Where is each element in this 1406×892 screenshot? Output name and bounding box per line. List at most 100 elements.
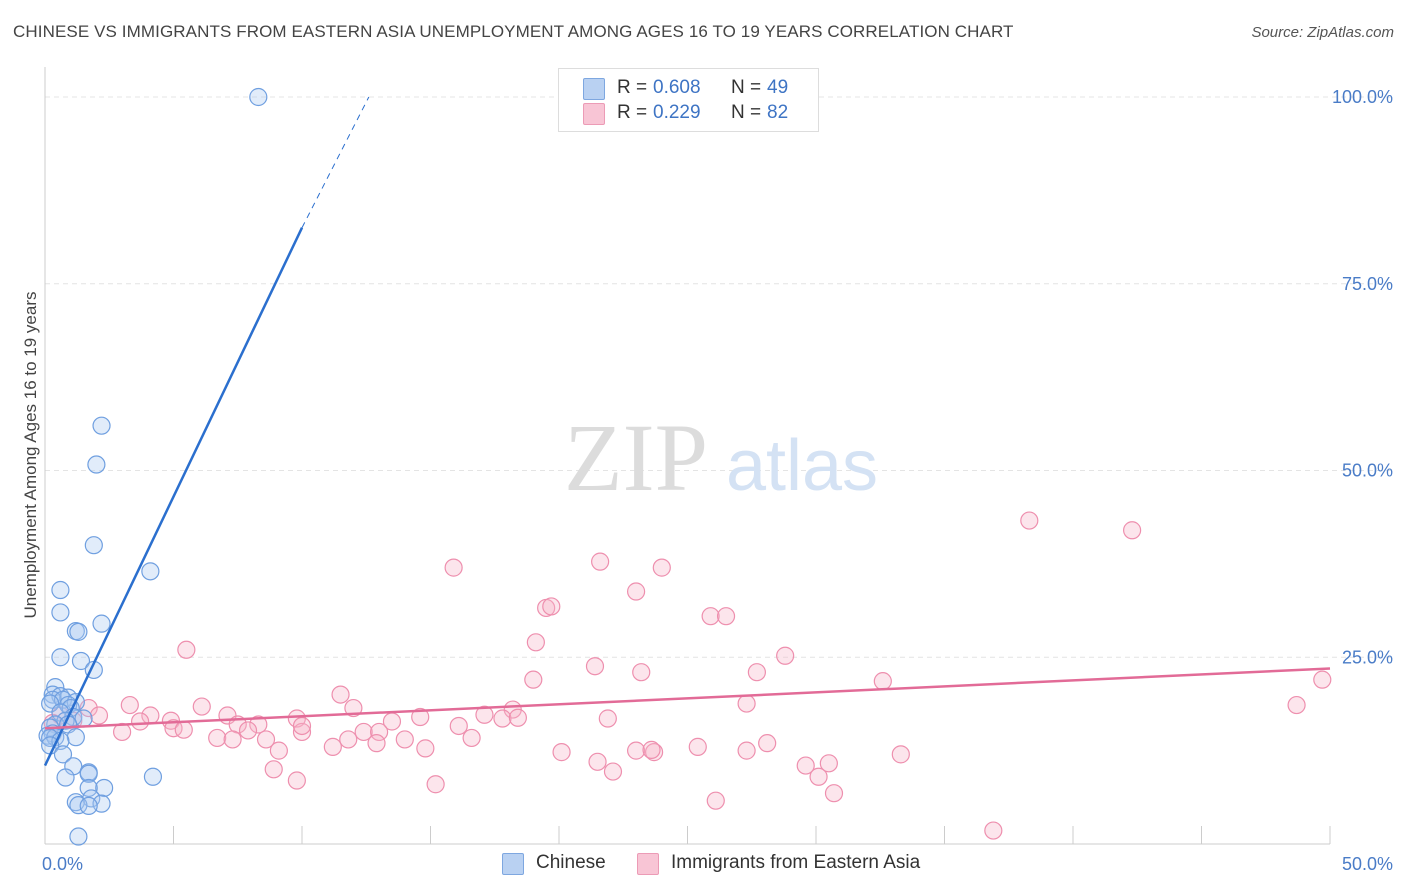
immigrants-point <box>603 762 623 781</box>
immigrants-point <box>238 721 258 740</box>
immigrants-point <box>526 633 545 652</box>
chinese-trend-line-extension <box>301 96 370 228</box>
chinese-point <box>66 728 85 747</box>
immigrants-point <box>475 705 494 724</box>
chinese-trend-line <box>43 227 304 767</box>
immigrants-point <box>192 697 211 716</box>
chinese-point <box>95 778 114 798</box>
grid-lines <box>45 96 1393 658</box>
immigrants-point <box>449 716 468 736</box>
chinese-point <box>79 796 98 816</box>
immigrants-point <box>249 715 268 734</box>
chinese-point <box>143 767 163 786</box>
immigrants-point <box>89 706 109 725</box>
immigrants-point <box>644 743 664 762</box>
immigrants-point <box>354 722 373 742</box>
immigrants-point <box>264 760 283 779</box>
y-tick-label: 100.0% <box>1332 87 1393 107</box>
immigrants-point <box>737 694 756 713</box>
immigrants-point <box>552 743 571 762</box>
immigrants-point <box>824 784 844 803</box>
chinese-swatch <box>502 853 524 875</box>
immigrants-point <box>706 791 725 810</box>
immigrants-point <box>411 707 430 727</box>
immigrants-point <box>339 730 358 749</box>
immigrants-point <box>292 722 312 742</box>
watermark-atlas: atlas <box>726 426 878 506</box>
r-value: 0.229 <box>653 102 701 123</box>
immigrants-point <box>444 558 463 577</box>
chinese-point <box>84 536 103 555</box>
immigrants-point <box>642 740 661 759</box>
watermark-zip: ZIP <box>564 404 708 511</box>
immigrants-point <box>652 558 671 577</box>
immigrants-point <box>331 685 350 704</box>
n-label: N = <box>731 102 762 123</box>
chinese-point <box>74 709 93 728</box>
immigrants-point <box>591 552 610 571</box>
immigrants-point <box>323 737 342 756</box>
y-tick-label: 25.0% <box>1342 647 1393 667</box>
immigrants-point <box>174 720 193 739</box>
immigrants-point <box>626 582 646 601</box>
chinese-point <box>249 87 268 107</box>
chinese-point <box>56 768 75 787</box>
chinese-point <box>51 580 70 600</box>
immigrants-point <box>416 739 435 758</box>
chinese-point <box>79 764 98 783</box>
immigrants-swatch <box>637 853 659 875</box>
bottom-legend-label: Chinese <box>536 852 606 873</box>
immigrants-point <box>177 640 196 659</box>
immigrants-point <box>1020 511 1039 530</box>
immigrants-point <box>632 663 651 682</box>
immigrants-point <box>292 716 312 736</box>
immigrants-point <box>120 695 139 715</box>
series-immigrants-points <box>43 511 1332 840</box>
x-tick-label: 50.0% <box>1342 854 1393 874</box>
immigrants-point <box>873 672 892 691</box>
immigrants-point <box>809 767 828 786</box>
n-value: 82 <box>767 102 789 123</box>
chinese-point <box>92 614 111 633</box>
n-value: 49 <box>767 77 789 98</box>
immigrants-point <box>585 657 605 676</box>
immigrants-point <box>367 734 386 753</box>
immigrants-point <box>1313 670 1332 689</box>
immigrants-point <box>508 708 527 727</box>
x-tick-label: 0.0% <box>42 854 83 874</box>
chinese-point <box>69 796 88 815</box>
y-axis-title: Unemployment Among Ages 16 to 19 years <box>21 292 40 619</box>
immigrants-point <box>716 607 736 626</box>
immigrants-point <box>819 754 838 773</box>
immigrants-point <box>344 698 363 718</box>
chinese-point <box>87 455 106 474</box>
immigrants-point <box>462 728 481 748</box>
immigrants-point <box>626 741 646 760</box>
chinese-point <box>53 745 73 764</box>
immigrants-point <box>688 737 707 756</box>
immigrants-point <box>287 771 306 790</box>
r-label: R = <box>617 77 648 98</box>
immigrants-point <box>984 821 1003 840</box>
immigrants-point <box>1287 695 1306 715</box>
immigrants-point <box>395 730 414 749</box>
chinese-point <box>92 416 111 435</box>
chinese-point <box>71 651 91 671</box>
immigrants-point <box>223 730 242 749</box>
immigrants-point <box>747 663 766 682</box>
immigrants-point <box>256 730 276 749</box>
immigrants-point <box>130 712 150 731</box>
immigrants-point <box>208 728 227 748</box>
stats-legend: R = 0.608 N = 49 R = 0.229 N = 82 <box>558 68 819 132</box>
immigrants-swatch <box>583 103 605 125</box>
immigrants-point <box>758 734 777 753</box>
immigrants-point <box>493 709 512 728</box>
trend-lines <box>43 96 1331 767</box>
r-value: 0.608 <box>653 77 701 98</box>
immigrants-point <box>588 752 607 771</box>
chinese-point <box>69 622 88 641</box>
immigrants-point <box>524 670 543 689</box>
immigrants-trend-line <box>44 667 1331 730</box>
n-label: N = <box>731 77 762 98</box>
